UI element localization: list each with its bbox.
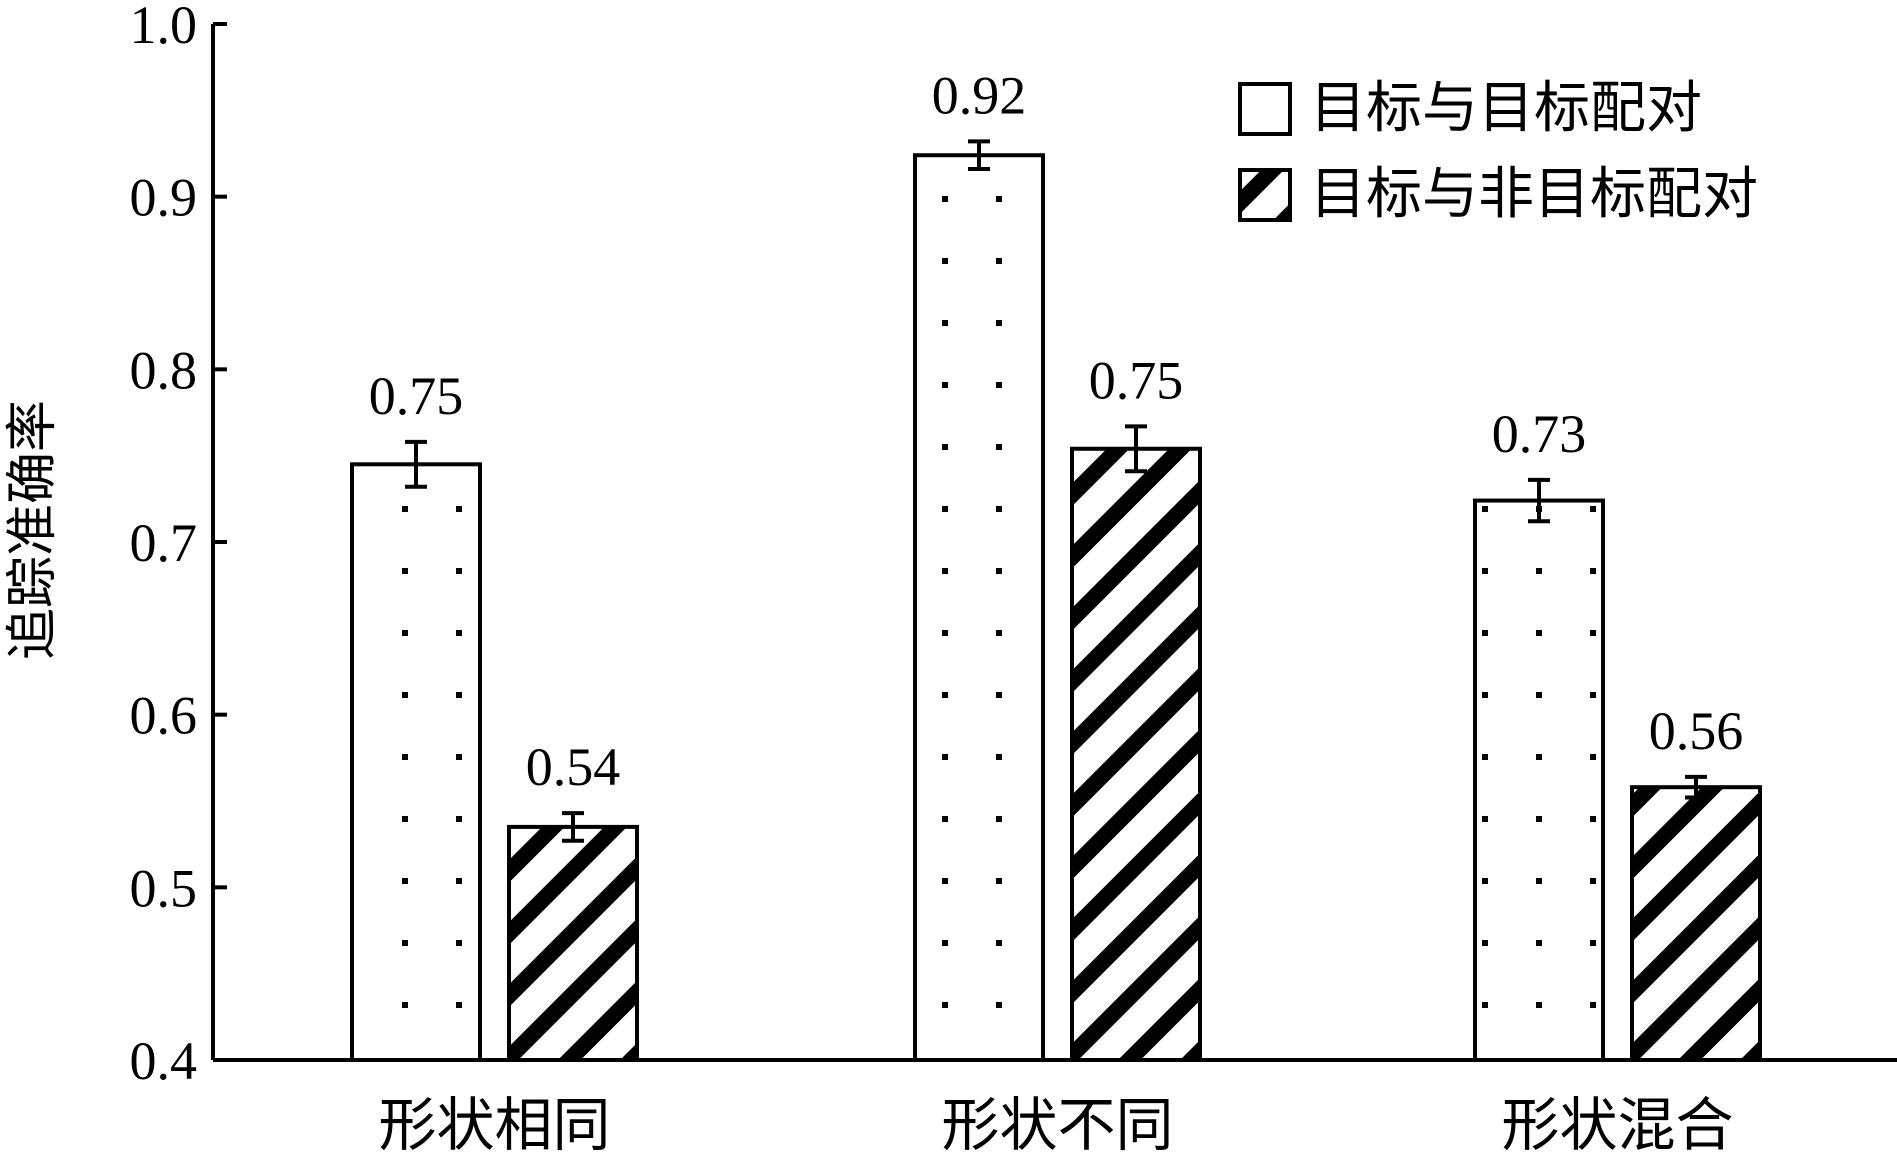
category-label: 形状不同 <box>941 1093 1173 1154</box>
y-tick-label: 0.9 <box>130 168 198 228</box>
y-axis-label: 追踪准确率 <box>5 400 62 660</box>
bar <box>913 153 1045 1062</box>
y-tick-label: 0.6 <box>130 686 198 746</box>
data-label: 0.75 <box>369 366 464 426</box>
bars <box>350 139 1762 1063</box>
y-axis: 0.4 0.5 0.6 0.7 0.8 0.9 1.0 <box>130 0 227 1091</box>
data-label: 0.75 <box>1089 350 1184 410</box>
bar <box>1630 785 1762 1062</box>
data-label: 0.56 <box>1649 701 1744 761</box>
data-label: 0.92 <box>932 65 1027 125</box>
y-tick-label: 0.8 <box>130 340 198 400</box>
y-tick-label: 1.0 <box>130 0 198 55</box>
legend-swatch-stripes <box>1238 168 1292 222</box>
category-label: 形状混合 <box>1501 1093 1733 1154</box>
category-label: 形状相同 <box>378 1093 610 1154</box>
bar <box>1473 498 1605 1062</box>
bar <box>1070 446 1202 1062</box>
y-tick-label: 0.7 <box>130 513 198 573</box>
bar <box>350 462 482 1062</box>
y-tick-label: 0.4 <box>130 1031 198 1091</box>
y-tick-label: 0.5 <box>130 858 198 918</box>
legend: 目标与目标配对 目标与非目标配对 <box>1238 78 1758 226</box>
legend-label-target-nontarget: 目标与非目标配对 <box>1310 164 1758 226</box>
x-axis: 形状相同 形状不同 形状混合 <box>213 1058 1897 1154</box>
bar <box>507 824 639 1063</box>
data-labels: 0.75 0.54 0.92 0.75 0.73 0.56 <box>369 65 1744 797</box>
legend-swatch-dots <box>1238 82 1292 136</box>
data-label: 0.54 <box>526 737 621 797</box>
legend-label-target-target: 目标与目标配对 <box>1310 78 1702 140</box>
data-label: 0.73 <box>1492 404 1587 464</box>
